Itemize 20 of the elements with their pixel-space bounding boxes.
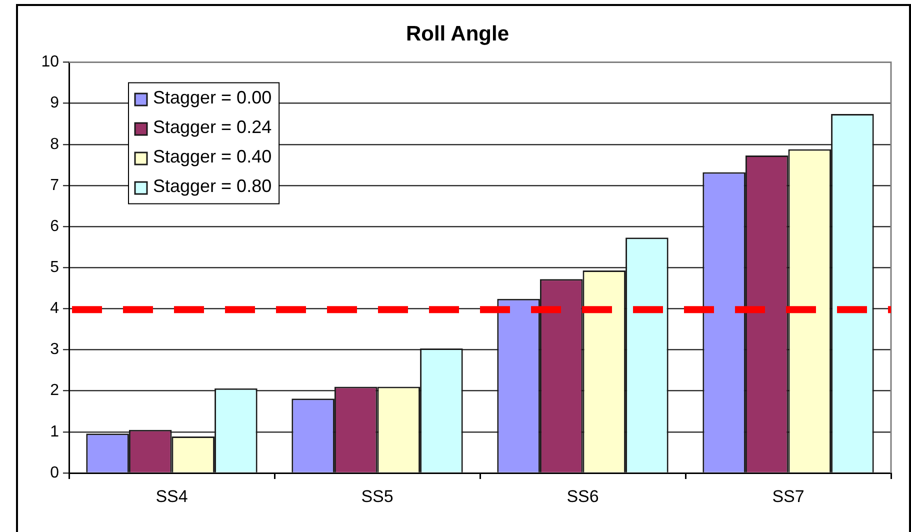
y-tick-label: 6 xyxy=(50,218,60,235)
y-tick-label: 7 xyxy=(50,176,60,194)
y-tick-label: 10 xyxy=(41,54,60,71)
y-tick-label: 4 xyxy=(50,300,60,318)
x-tick-label: SS6 xyxy=(566,486,599,506)
y-tick-label: 3 xyxy=(50,341,60,358)
y-tick-label: 8 xyxy=(50,136,60,153)
y-tick-label: 2 xyxy=(50,382,60,400)
legend-label: Stagger = 0.40 xyxy=(153,146,272,166)
y-tick-label: 9 xyxy=(50,94,60,112)
chart-title: Roll Angle xyxy=(406,22,510,46)
legend-label: Stagger = 0.24 xyxy=(153,116,272,137)
x-tick-label: SS4 xyxy=(156,486,188,506)
x-tick-label: SS5 xyxy=(361,486,394,506)
y-tick-label: 1 xyxy=(50,423,60,440)
legend-label: Stagger = 0.00 xyxy=(153,87,272,108)
y-tick-label: 0 xyxy=(50,464,60,482)
x-tick-label: SS7 xyxy=(772,486,804,506)
y-tick-label: 5 xyxy=(50,259,60,276)
legend-label: Stagger = 0.80 xyxy=(153,176,272,196)
